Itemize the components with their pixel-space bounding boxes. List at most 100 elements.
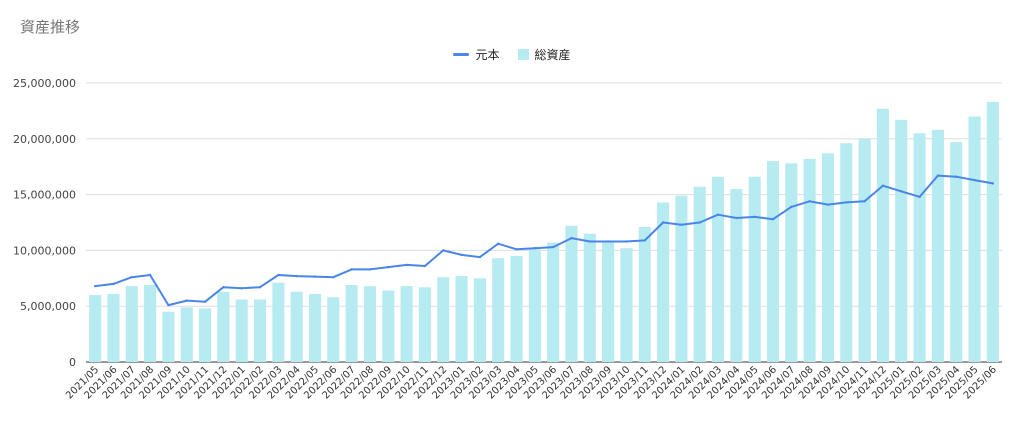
line-point	[478, 255, 482, 259]
bar	[693, 186, 706, 362]
y-tick-label: 15,000,000	[13, 189, 76, 202]
line-point	[277, 273, 280, 277]
bar	[510, 255, 523, 362]
line-point	[863, 200, 866, 203]
line-point	[551, 245, 555, 249]
bar	[345, 284, 358, 362]
y-tick-label: 5,000,000	[20, 300, 76, 313]
bar	[950, 142, 963, 362]
bar	[199, 308, 212, 362]
line-point	[93, 284, 97, 288]
bar	[382, 290, 395, 362]
bar	[657, 202, 670, 362]
line-point	[533, 246, 537, 250]
line-point	[991, 182, 995, 185]
line-point	[368, 268, 372, 271]
bar	[492, 258, 505, 362]
bar	[180, 307, 193, 362]
bar	[565, 225, 578, 362]
bar	[748, 176, 761, 362]
line-point	[698, 221, 701, 224]
bar	[730, 189, 743, 362]
line-point	[387, 265, 390, 269]
line-point	[900, 190, 903, 193]
line-point	[753, 215, 756, 219]
y-tick-label: 20,000,000	[13, 133, 76, 146]
line-point	[203, 300, 207, 303]
legend-label-principal: 元本	[475, 48, 500, 62]
bar	[272, 282, 285, 362]
bar	[253, 299, 267, 362]
bar	[125, 286, 138, 362]
bar	[327, 297, 340, 362]
line-point	[845, 201, 848, 204]
bar	[528, 249, 541, 362]
line-point	[588, 240, 591, 243]
chart-title: 資産推移	[20, 18, 81, 36]
bar	[858, 138, 871, 362]
bar	[583, 233, 596, 362]
legend-item-total-assets[interactable]: 総資産	[517, 46, 571, 63]
line-point	[661, 221, 665, 224]
bar	[821, 153, 835, 362]
bar	[144, 284, 157, 362]
line-point	[771, 217, 775, 221]
bar	[235, 299, 248, 362]
line-point	[148, 273, 152, 277]
bar	[785, 163, 798, 362]
legend-item-principal[interactable]: 元本	[453, 46, 500, 63]
line-point	[625, 240, 628, 243]
bar	[803, 158, 816, 362]
line-point	[258, 286, 262, 289]
line-point	[826, 203, 830, 206]
line-point	[423, 264, 427, 268]
bar	[473, 278, 486, 362]
line-point	[570, 236, 573, 240]
line-point	[973, 178, 976, 182]
bar	[437, 277, 450, 362]
line-point	[955, 175, 958, 178]
bar	[107, 293, 120, 362]
line-point	[332, 275, 335, 279]
bar	[968, 116, 981, 362]
line-point	[240, 287, 243, 290]
legend-label-total-assets: 総資産	[534, 48, 571, 62]
line-point	[808, 200, 811, 203]
bar	[986, 101, 999, 363]
line-point	[295, 274, 298, 278]
line-point	[405, 263, 408, 267]
bar	[766, 161, 780, 362]
bar	[290, 291, 303, 362]
line-point	[185, 299, 188, 302]
line-point	[515, 248, 518, 251]
bar	[895, 119, 908, 362]
line-point	[130, 275, 133, 279]
legend-line-swatch	[453, 53, 470, 56]
bar	[675, 195, 688, 362]
line-point	[735, 216, 738, 220]
line-point	[350, 268, 353, 271]
y-tick-label: 10,000,000	[13, 244, 76, 257]
bar	[638, 226, 651, 362]
bar	[308, 293, 322, 362]
bar	[400, 286, 413, 362]
line-point	[680, 223, 683, 226]
bar	[455, 276, 468, 362]
line-point	[112, 282, 115, 286]
bar	[418, 287, 431, 362]
y-tick-label: 0	[69, 356, 76, 369]
bar	[89, 295, 102, 362]
bar	[547, 242, 560, 362]
y-tick-label: 25,000,000	[13, 77, 76, 90]
line-point	[442, 249, 445, 252]
line-point	[790, 205, 793, 209]
line-series-principal	[95, 174, 993, 307]
bar	[602, 242, 615, 362]
bar	[162, 311, 175, 362]
bar	[931, 129, 944, 362]
line-point	[167, 303, 170, 307]
bar	[840, 143, 853, 362]
line-point	[222, 286, 225, 289]
bar	[363, 286, 377, 362]
